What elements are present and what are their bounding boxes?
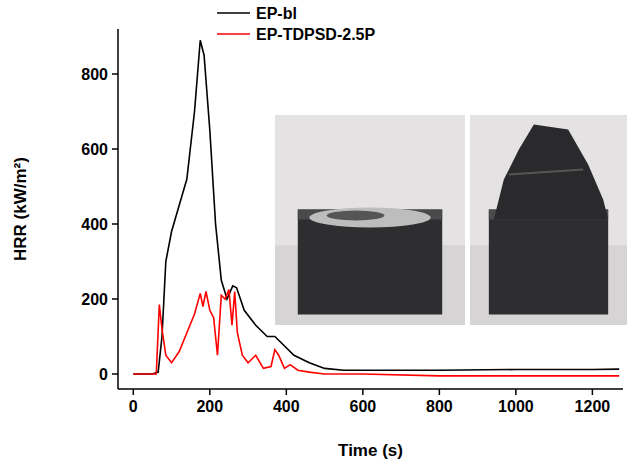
x-tick-label: 800 <box>426 398 453 415</box>
y-tick <box>112 373 118 375</box>
inset-photo <box>275 115 465 325</box>
x-axis-line <box>118 388 623 390</box>
x-tick <box>362 389 364 395</box>
x-tick <box>515 389 517 395</box>
x-tick <box>133 389 135 395</box>
y-tick <box>112 298 118 300</box>
plot-area <box>133 40 619 376</box>
legend-label: EP-bl <box>256 5 297 22</box>
y-tick-label: 800 <box>81 66 108 83</box>
x-tick <box>592 389 594 395</box>
legend-swatch <box>217 12 250 14</box>
legend-swatch <box>217 33 250 35</box>
y-tick-label: 600 <box>81 141 108 158</box>
y-tick-label: 0 <box>99 366 108 383</box>
x-tick <box>209 389 211 395</box>
x-tick-label: 0 <box>129 398 138 415</box>
x-tick <box>286 389 288 395</box>
x-tick-label: 200 <box>196 398 223 415</box>
inset-photo <box>470 115 627 325</box>
x-tick-label: 400 <box>273 398 300 415</box>
y-tick <box>112 73 118 75</box>
x-tick <box>439 389 441 395</box>
y-tick-label: 400 <box>81 216 108 233</box>
x-tick-label: 1000 <box>498 398 534 415</box>
y-axis-line <box>117 29 119 389</box>
x-tick-label: 1200 <box>575 398 611 415</box>
y-tick-label: 200 <box>81 291 108 308</box>
y-tick <box>112 223 118 225</box>
legend-label: EP-TDPSD-2.5P <box>256 26 375 43</box>
y-axis-title: HRR (kW/m²) <box>11 157 30 261</box>
x-axis-title: Time (s) <box>338 441 403 460</box>
y-tick <box>112 148 118 150</box>
x-tick-label: 600 <box>349 398 376 415</box>
chart: 0 200 400 600 800 1000 1200 0 200 400 600 800 Time (… <box>0 0 631 470</box>
legend: EP-bl EP-TDPSD-2.5P <box>217 5 375 43</box>
